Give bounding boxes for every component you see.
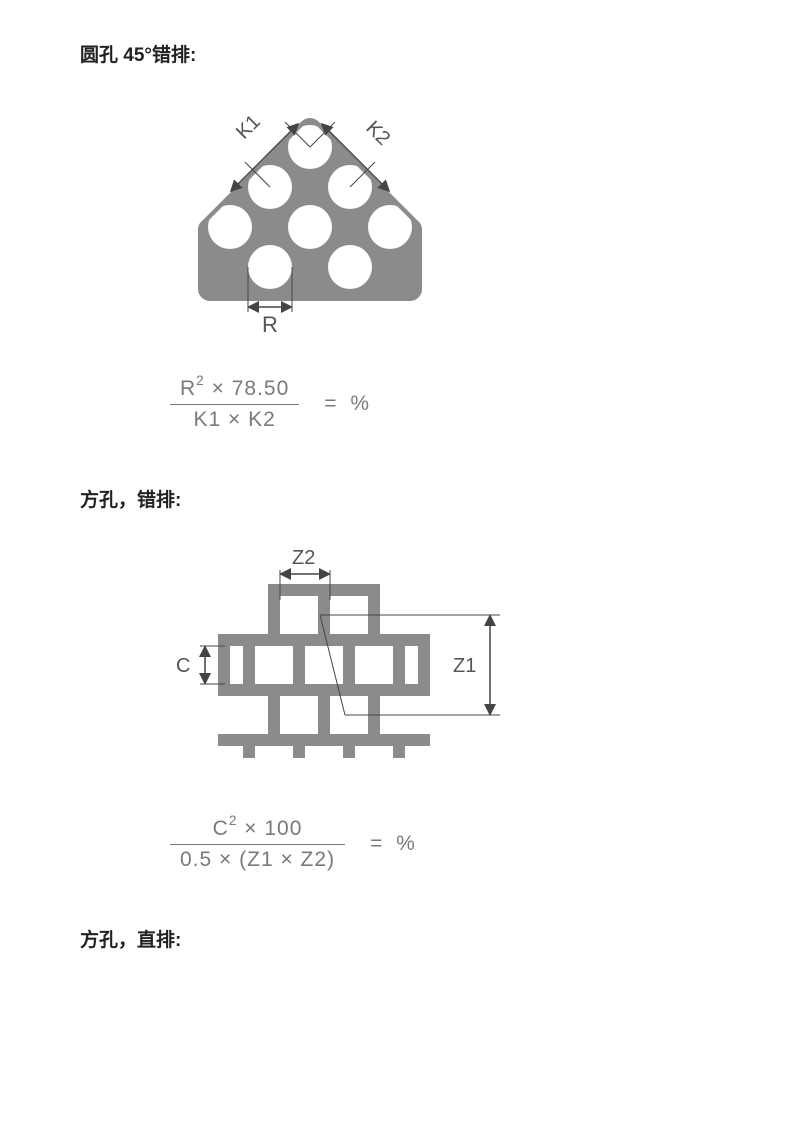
svg-text:Z1: Z1 — [453, 655, 476, 677]
f1-num-r: R — [180, 377, 196, 400]
svg-text:Z2: Z2 — [292, 547, 315, 569]
square-pattern — [218, 584, 430, 758]
formula-2: C2 × 100 0.5 × (Z1 × Z2) = % — [170, 812, 720, 875]
svg-text:K1: K1 — [232, 111, 265, 144]
section-title-2: 方孔，错排: — [80, 485, 720, 512]
svg-text:K2: K2 — [361, 117, 394, 150]
dimension-c: C — [176, 646, 225, 684]
f2-num-c: C — [213, 817, 229, 840]
f1-result: = % — [324, 392, 373, 416]
f2-denominator: 0.5 × (Z1 × Z2) — [170, 845, 345, 875]
formula-1: R2 × 78.50 K1 × K2 = % — [170, 372, 720, 435]
diagram-round-holes-45: K1 K2 R — [170, 97, 720, 352]
svg-text:R: R — [262, 312, 278, 337]
svg-text:C: C — [176, 655, 190, 677]
f1-denominator: K1 × K2 — [183, 405, 285, 435]
f2-num-rest: × 100 — [237, 817, 302, 840]
f2-result: = % — [370, 832, 419, 856]
section-title-1: 圆孔 45°错排: — [80, 40, 720, 67]
f1-num-rest: × 78.50 — [205, 377, 289, 400]
diagram-square-holes-staggered: Z2 Z1 C — [170, 542, 720, 792]
section-title-3: 方孔，直排: — [80, 925, 720, 952]
